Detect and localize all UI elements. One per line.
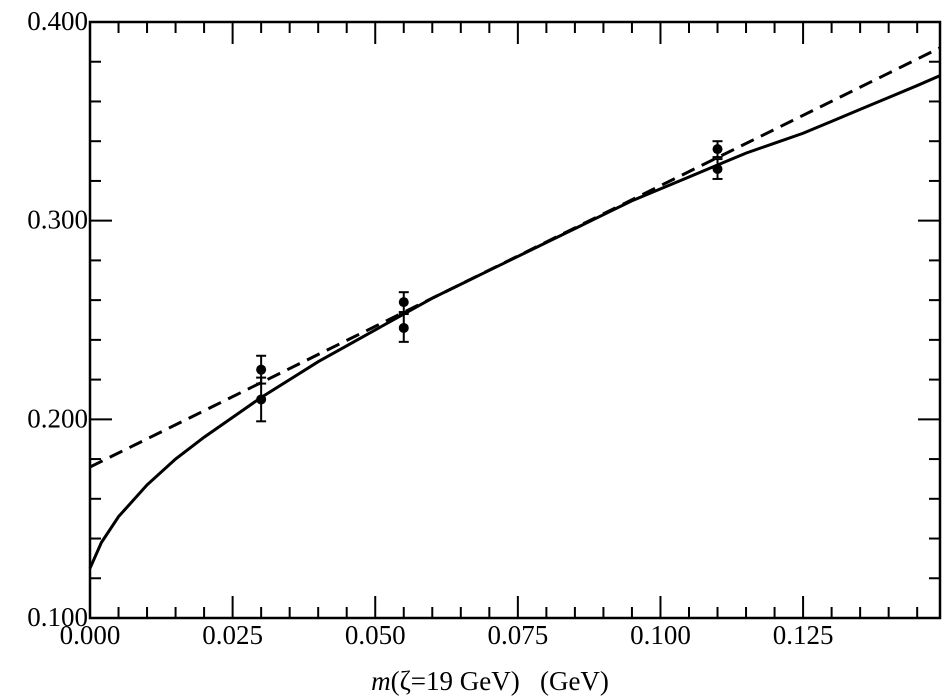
series-dashed-line [89, 46, 941, 469]
plot-frame [88, 20, 942, 620]
axis-tick-labels: 0.000 0.025 0.050 0.075 0.100 0.125 0.100 0.200… [27, 6, 833, 650]
data-points [256, 140, 723, 423]
data-point [712, 144, 723, 155]
data-point [712, 164, 723, 175]
data-point [256, 394, 267, 405]
data-point [398, 297, 409, 308]
data-point [398, 322, 409, 333]
x-tick-label: 0.000 [60, 620, 121, 650]
x-tick-label: 0.050 [345, 620, 406, 650]
y-tick-label: 0.400 [27, 6, 88, 36]
series-layer [88, 46, 941, 569]
y-tick-label: 0.200 [27, 403, 88, 433]
data-point [256, 364, 267, 375]
x-axis-label-rest: (ζ=19 GeV) (GeV) [391, 666, 609, 696]
x-tick-label: 0.025 [202, 620, 263, 650]
x-tick-label: 0.100 [630, 620, 691, 650]
y-tick-label: 0.100 [27, 602, 88, 632]
x-tick-label: 0.125 [773, 620, 834, 650]
x-axis-label: m(ζ=19 GeV) (GeV) [371, 666, 609, 696]
x-axis-label-italic: m [371, 666, 391, 696]
series-solid-line [88, 74, 941, 569]
y-tick-label: 0.300 [27, 205, 88, 235]
x-tick-label: 0.075 [487, 620, 548, 650]
